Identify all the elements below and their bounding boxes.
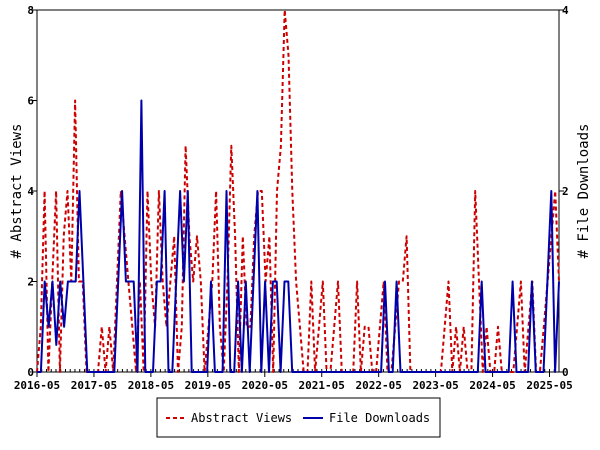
y-tick-label: 6	[27, 95, 34, 108]
y2-tick-label: 4	[562, 4, 569, 17]
series-group	[36, 9, 560, 373]
x-tick-label: 2019-05	[185, 379, 231, 392]
y2-tick-label: 2	[562, 185, 569, 198]
y2-axis-title: # File Downloads	[576, 124, 592, 259]
x-tick-label: 2024-05	[469, 379, 515, 392]
legend: Abstract Views File Downloads	[156, 397, 441, 438]
x-tick-label: 2021-05	[299, 379, 345, 392]
legend-label-file-downloads: File Downloads	[329, 411, 430, 425]
x-tick-label: 2022-05	[355, 379, 401, 392]
tick-labels: 2016-05 2017-05 2018-05 2019-05 2020-05 2021-…	[14, 4, 573, 392]
series-line-file-downloads	[37, 99, 560, 373]
x-tick-label: 2017-05	[71, 379, 117, 392]
legend-box	[156, 397, 441, 438]
x-tick-label: 2018-05	[128, 379, 174, 392]
y-tick-label: 4	[27, 185, 34, 198]
x-tick-label: 2020-05	[242, 379, 288, 392]
y-tick-label: 2	[27, 276, 34, 289]
y-tick-label: 8	[27, 4, 34, 17]
y2-tick-label: 0	[562, 366, 569, 379]
x-tick-label: 2025-05	[526, 379, 572, 392]
x-tick-label: 2023-05	[412, 379, 458, 392]
y-tick-label: 0	[27, 366, 34, 379]
x-tick-label: 2016-05	[14, 379, 60, 392]
legend-label-abstract-views: Abstract Views	[191, 411, 292, 425]
y-axis-title: # Abstract Views	[9, 124, 25, 259]
